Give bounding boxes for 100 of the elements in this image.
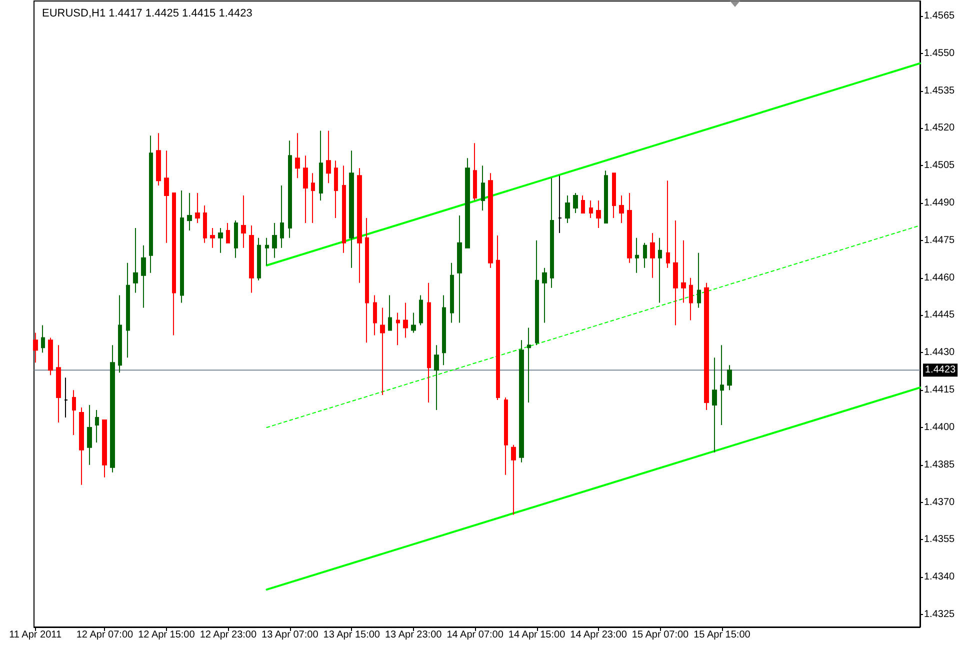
candlestick	[712, 357, 717, 453]
candlestick	[56, 344, 61, 423]
candlestick	[241, 195, 246, 248]
x-tick-label: 14 Apr 07:00	[446, 630, 504, 640]
candlestick	[496, 234, 500, 401]
candlestick	[41, 324, 45, 354]
candlestick	[349, 150, 354, 268]
x-tick-label: 12 Apr 23:00	[200, 630, 257, 640]
x-tick-label: 12 Apr 15:00	[138, 630, 196, 640]
candlestick	[141, 244, 146, 308]
x-tick-label: 15 Apr 15:00	[694, 630, 751, 640]
y-tick-label: 1.4550	[924, 48, 956, 59]
candlestick	[311, 172, 315, 224]
x-tick-label: 11 Apr 2011	[9, 630, 62, 640]
candlestick	[704, 282, 709, 411]
candlestick	[334, 160, 338, 218]
candlestick	[272, 222, 277, 258]
candlestick	[419, 294, 423, 326]
candlestick	[172, 192, 176, 336]
candlestick	[504, 397, 508, 476]
candlestick	[257, 237, 261, 281]
x-tick-label: 14 Apr 23:00	[570, 630, 628, 640]
y-tick-label: 1.4430	[924, 347, 956, 358]
x-tick-label: 15 Apr 07:00	[632, 630, 690, 640]
candlestick	[380, 307, 385, 396]
x-tick-label: 13 Apr 15:00	[323, 630, 380, 640]
candlestick	[666, 180, 670, 268]
candlestick	[265, 237, 269, 266]
candlestick	[681, 240, 686, 304]
candlestick	[373, 294, 377, 336]
candlestick	[203, 205, 207, 244]
y-tick-label: 1.4520	[924, 122, 956, 134]
candlestick	[612, 172, 616, 218]
candlestick	[72, 390, 76, 436]
candlestick	[619, 195, 624, 224]
candlestick	[643, 242, 647, 268]
y-tick-label: 1.4490	[924, 198, 956, 209]
candlestick	[635, 237, 639, 274]
candlestick	[126, 262, 130, 358]
candlestick	[658, 237, 662, 304]
x-tick-label: 13 Apr 07:00	[262, 630, 319, 640]
candlestick	[558, 175, 562, 234]
candlestick	[697, 252, 701, 308]
candlestick	[195, 192, 200, 224]
candlestick	[156, 132, 161, 186]
y-tick-label: 1.4535	[924, 85, 956, 96]
candlestick	[519, 340, 524, 463]
candlestick	[79, 407, 84, 486]
candlestick	[118, 294, 122, 374]
candlestick	[542, 267, 547, 324]
candlestick	[133, 227, 138, 294]
candlestick	[650, 232, 655, 278]
candlestick	[303, 155, 308, 224]
candlestick	[689, 277, 693, 321]
y-tick-label: 1.4385	[924, 459, 956, 470]
candlestick	[527, 327, 531, 404]
y-tick-label: 1.4400	[924, 422, 956, 433]
y-tick-label: 1.4565	[924, 10, 956, 22]
candlestick	[48, 337, 53, 376]
candlestick	[102, 419, 107, 478]
candlestick	[450, 262, 454, 324]
candlestick	[280, 185, 284, 248]
candlestick	[87, 404, 92, 466]
candlestick	[210, 227, 215, 248]
candlestick	[535, 240, 539, 346]
candlestick	[365, 217, 369, 344]
candlestick	[226, 222, 230, 244]
x-tick-label: 14 Apr 15:00	[508, 630, 566, 640]
candlestick	[411, 312, 416, 334]
candlestick	[442, 294, 446, 366]
candlestick	[403, 302, 408, 338]
candlestick	[357, 168, 362, 284]
candlestick	[249, 224, 254, 294]
candlestick	[434, 344, 439, 411]
y-tick-label: 1.4445	[924, 310, 956, 321]
y-tick-label: 1.4505	[924, 160, 956, 172]
candlestick	[727, 364, 732, 391]
y-tick-label: 1.4415	[924, 384, 956, 396]
y-tick-label: 1.4475	[924, 234, 956, 246]
candlestick	[64, 377, 68, 418]
candlestick	[573, 192, 578, 214]
candlestick	[457, 214, 462, 324]
candlestick	[596, 200, 601, 228]
candlestick	[589, 200, 593, 218]
y-tick-label: 1.4355	[924, 534, 956, 546]
candlestick	[604, 170, 608, 224]
candlestick	[149, 135, 153, 274]
candlestick	[465, 158, 470, 248]
candlestick	[488, 172, 493, 268]
x-tick-label: 12 Apr 07:00	[76, 630, 134, 640]
candlestick	[565, 195, 570, 224]
x-tick-label: 13 Apr 23:00	[384, 630, 442, 640]
candlestick	[95, 410, 99, 443]
candlestick	[295, 132, 300, 179]
y-tick-label: 1.4340	[924, 572, 956, 583]
candlestick	[673, 220, 678, 326]
candlestick	[627, 192, 632, 264]
candlestick	[388, 294, 392, 331]
candlestick	[234, 220, 238, 258]
ref-line-label: 1.4423	[925, 364, 956, 376]
